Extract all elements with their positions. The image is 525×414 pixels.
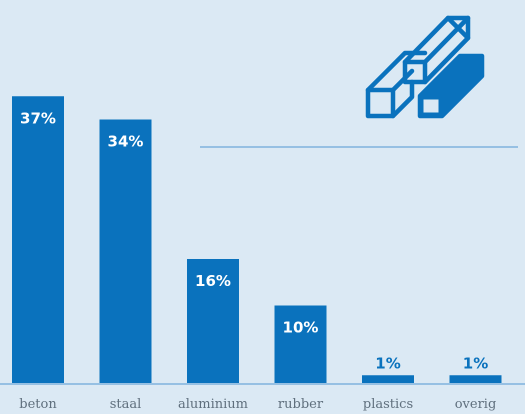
bar-beton [12,96,64,383]
value-label-beton: 37% [20,109,56,127]
bar-staal [99,119,152,383]
stacked-beams-icon [360,4,510,134]
bar-rubber [274,305,327,383]
category-label-staal: staal [110,397,142,412]
category-label-plastics: plastics [363,397,413,412]
category-label-aluminium: aluminium [178,397,248,412]
value-label-overig: 1% [463,354,488,372]
category-label-beton: beton [19,397,57,412]
value-label-plastics: 1% [375,354,400,372]
value-label-aluminium: 16% [195,272,231,290]
value-label-rubber: 10% [283,319,319,337]
category-label-rubber: rubber [278,397,324,412]
bar-aluminium [187,259,239,383]
category-label-overig: overig [455,397,497,412]
bar-overig [449,375,502,383]
bar-plastics [362,375,414,383]
value-label-staal: 34% [108,133,144,151]
